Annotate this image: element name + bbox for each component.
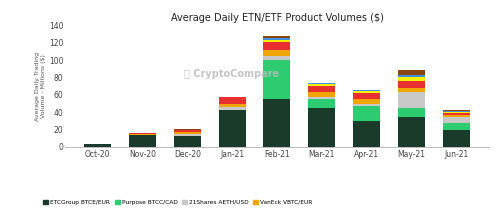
Bar <box>84 144 111 147</box>
Y-axis label: Average Daily Trading
Volume - Millions ($): Average Daily Trading Volume - Millions … <box>35 51 46 121</box>
Bar <box>263 36 290 38</box>
Bar <box>174 134 201 136</box>
Bar <box>308 99 335 108</box>
Bar <box>129 135 156 147</box>
Bar <box>443 113 470 115</box>
Bar <box>443 117 470 123</box>
Bar <box>353 121 380 147</box>
Bar <box>443 115 470 117</box>
Bar <box>129 134 156 135</box>
Bar <box>263 56 290 60</box>
Title: Average Daily ETN/ETF Product Volumes ($): Average Daily ETN/ETF Product Volumes ($… <box>171 13 383 23</box>
Bar <box>263 60 290 99</box>
Bar <box>263 42 290 50</box>
Bar <box>308 92 335 97</box>
Bar <box>353 106 380 121</box>
Bar <box>174 130 201 132</box>
Bar <box>398 92 425 108</box>
Legend: ETCGroup BTCE/EUR, Purpose BTCC/CAD, 21Shares AETH/USD, VanEck VBTC/EUR: ETCGroup BTCE/EUR, Purpose BTCC/CAD, 21S… <box>43 200 312 205</box>
Bar <box>353 91 380 93</box>
Bar <box>219 97 246 104</box>
Bar <box>219 104 246 107</box>
Bar <box>398 81 425 88</box>
Bar <box>398 70 425 75</box>
Bar <box>263 40 290 42</box>
Bar <box>353 90 380 91</box>
Bar <box>353 99 380 104</box>
Bar <box>219 107 246 110</box>
Bar <box>263 50 290 56</box>
Bar <box>443 110 470 111</box>
Text: ⓘ CryptoCompare: ⓘ CryptoCompare <box>184 69 279 79</box>
Bar <box>308 86 335 92</box>
Bar <box>308 97 335 99</box>
Bar <box>174 132 201 134</box>
Bar <box>308 84 335 86</box>
Bar <box>443 112 470 113</box>
Bar <box>263 38 290 40</box>
Bar <box>129 133 156 134</box>
Bar <box>174 136 201 147</box>
Bar <box>443 123 470 130</box>
Bar <box>398 108 425 117</box>
Bar <box>353 93 380 99</box>
Bar <box>443 111 470 112</box>
Bar <box>263 99 290 147</box>
Bar <box>443 130 470 147</box>
Bar <box>219 110 246 147</box>
Bar <box>398 117 425 147</box>
Bar <box>174 129 201 130</box>
Bar <box>398 75 425 77</box>
Bar <box>308 108 335 147</box>
Bar <box>353 104 380 106</box>
Bar <box>308 83 335 84</box>
Bar <box>398 88 425 92</box>
Bar <box>398 77 425 81</box>
